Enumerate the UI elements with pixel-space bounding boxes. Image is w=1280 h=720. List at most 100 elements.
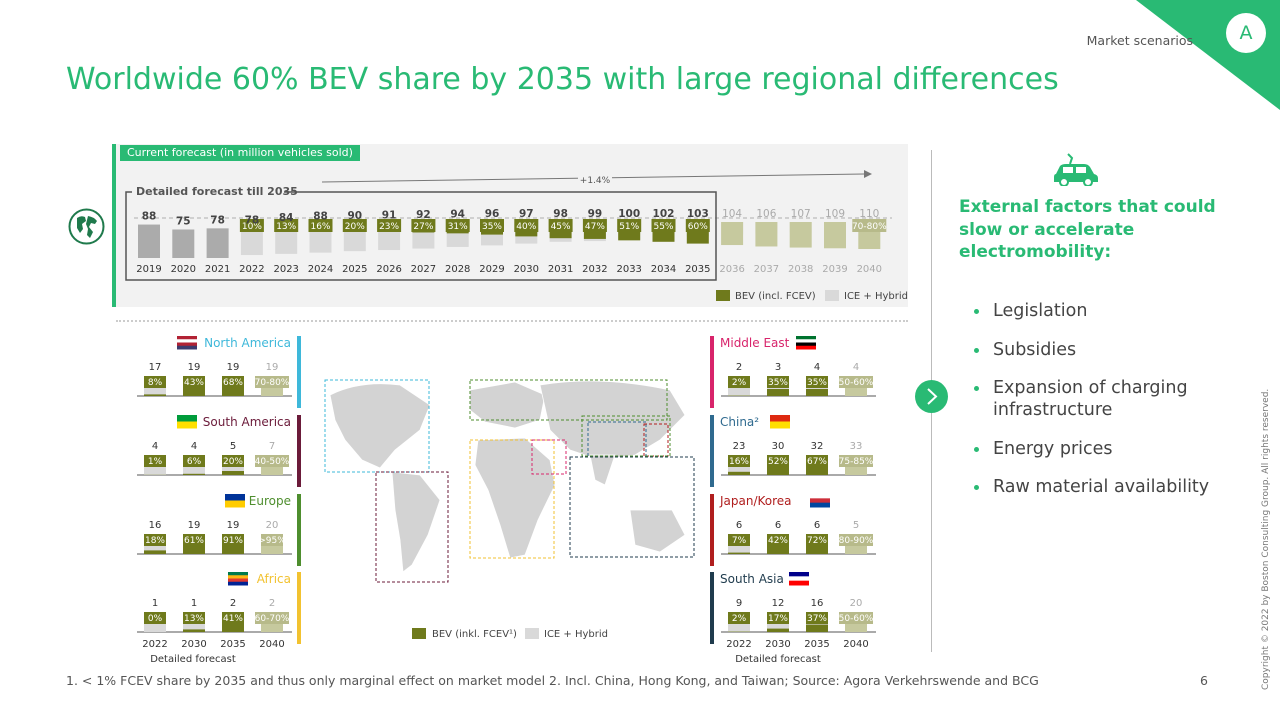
share-label-bg-2032	[582, 219, 607, 232]
map-legend-ice-label: ICE + Hybrid	[544, 629, 608, 640]
year-label-2021: 2021	[205, 264, 230, 275]
region-name-africa: Africa	[257, 572, 291, 586]
region-total-north-america-0: 17	[149, 362, 162, 373]
australia-shape	[629, 509, 686, 553]
region-share-bg-south-asia-3	[839, 612, 873, 624]
box-label-bg	[132, 184, 284, 198]
region-total-middle-east-2: 4	[814, 362, 820, 373]
region-bar-bev-south-asia-2	[806, 624, 828, 632]
flag-icon-south-america	[177, 415, 197, 429]
region-share-europe-3: >95%	[258, 536, 286, 546]
region-bar-bev-africa-1	[183, 629, 205, 632]
region-total-africa-1: 1	[191, 598, 197, 609]
region-total-middle-east-1: 3	[775, 362, 781, 373]
year-label-2026: 2026	[376, 264, 401, 275]
total-label-2026: 91	[382, 209, 397, 221]
region-total-africa-2: 2	[230, 598, 236, 609]
share-label-bg-2025	[342, 219, 367, 232]
region-total-africa-0: 1	[152, 598, 158, 609]
total-label-2038: 107	[791, 208, 811, 220]
region-total-europe-2: 19	[227, 520, 240, 531]
section-badge: A	[1226, 13, 1266, 53]
region-total-china-3: 33	[850, 441, 863, 452]
year-label-2022: 2022	[239, 264, 264, 275]
region-bar-bev-japan-korea-0	[728, 552, 750, 554]
region-share-bg-north-america-2	[222, 376, 244, 388]
region-share-north-america-1: 43%	[184, 378, 204, 388]
flag-icon-middle-east	[796, 336, 816, 350]
region-share-africa-3: 60-70%	[255, 614, 290, 624]
region-name-south-america: South America	[203, 415, 291, 429]
bar-bev-2036	[721, 222, 744, 246]
region-share-bg-north-america-0	[144, 376, 166, 388]
region-share-china-1: 52%	[768, 457, 788, 467]
region-year-left-2040: 2040	[259, 639, 284, 650]
region-share-bg-north-america-1	[183, 376, 205, 388]
chevron-right-icon[interactable]	[915, 380, 948, 413]
region-name-japan-korea: Japan/Korea	[719, 494, 792, 508]
region-share-north-america-3: 70-80%	[255, 378, 290, 388]
total-label-2022: 78	[245, 214, 260, 226]
detailed-forecast-box	[125, 191, 717, 281]
flag-icon-north-america	[177, 336, 197, 350]
region-share-bg-japan-korea-1	[767, 534, 789, 546]
share-label-2027: 27%	[413, 222, 433, 232]
region-total-china-2: 32	[811, 441, 824, 452]
region-bar-bev-middle-east-3	[845, 385, 867, 396]
year-label-2025: 2025	[342, 264, 367, 275]
panel-label: Current forecast (in million vehicles so…	[120, 145, 360, 161]
total-label-2032: 99	[588, 208, 603, 220]
region-bar-bev-china-0	[728, 471, 750, 475]
region-share-north-america-2: 68%	[223, 378, 243, 388]
share-label-2026: 23%	[379, 222, 399, 232]
share-label-2029: 35%	[482, 222, 502, 232]
region-total-north-america-3: 19	[266, 362, 279, 373]
region-share-europe-1: 61%	[184, 536, 204, 546]
region-bar-bev-china-1	[767, 464, 789, 475]
share-label-2028: 31%	[448, 222, 468, 232]
region-total-china-1: 30	[772, 441, 785, 452]
region-total-japan-korea-1: 6	[775, 520, 781, 531]
bar-bev-2037	[755, 222, 778, 247]
region-share-europe-0: 18%	[145, 536, 165, 546]
total-label-2021: 78	[210, 214, 225, 226]
total-label-2033: 100	[618, 208, 640, 220]
region-bar-europe	[297, 494, 301, 566]
region-share-japan-korea-0: 7%	[732, 536, 747, 546]
region-share-north-america-0: 8%	[148, 378, 163, 388]
region-bar-south-america	[297, 415, 301, 487]
world-map: BEV (inkl. FCEV¹) ICE + Hybrid	[324, 379, 695, 640]
region-share-bg-europe-0	[144, 534, 166, 546]
region-bar-japan-korea	[710, 494, 714, 566]
share-label-bg-2027	[411, 219, 436, 232]
region-box-south-america	[375, 471, 449, 583]
region-share-south-america-0: 1%	[148, 457, 163, 467]
year-label-2019: 2019	[136, 264, 161, 275]
region-total-south-america-2: 5	[230, 441, 236, 452]
legend-ice-label: ICE + Hybrid	[844, 291, 908, 302]
global-forecast-chart: Detailed forecast till 2035 +1.4% 88 2019 75…	[125, 170, 908, 302]
year-label-2029: 2029	[479, 264, 504, 275]
region-xlabel-right: Detailed forecast	[735, 654, 821, 665]
region-box-east-asia	[581, 415, 671, 457]
region-share-south-asia-3: 50-60%	[839, 614, 874, 624]
region-total-middle-east-3: 4	[853, 362, 859, 373]
region-total-japan-korea-0: 6	[736, 520, 742, 531]
region-name-south-asia: South Asia	[720, 572, 784, 586]
flag-icon-south-asia	[789, 572, 809, 586]
region-year-right-2030: 2030	[765, 639, 790, 650]
region-bar-bev-japan-korea-1	[767, 545, 789, 554]
section-label: Market scenarios	[1086, 33, 1193, 48]
total-label-2019: 88	[142, 211, 157, 223]
region-total-europe-0: 16	[149, 520, 162, 531]
region-name-north-america: North America	[204, 336, 291, 350]
share-label-2031: 45%	[551, 222, 571, 232]
region-share-japan-korea-2: 72%	[807, 536, 827, 546]
flag-icon-europe	[225, 494, 245, 508]
region-year-left-2035: 2035	[220, 639, 245, 650]
region-share-bg-china-0	[728, 455, 750, 467]
region-share-bg-middle-east-3	[839, 376, 873, 388]
total-label-2025: 90	[347, 210, 362, 222]
year-label-2034: 2034	[651, 264, 676, 275]
share-label-bg-2023	[274, 219, 299, 232]
